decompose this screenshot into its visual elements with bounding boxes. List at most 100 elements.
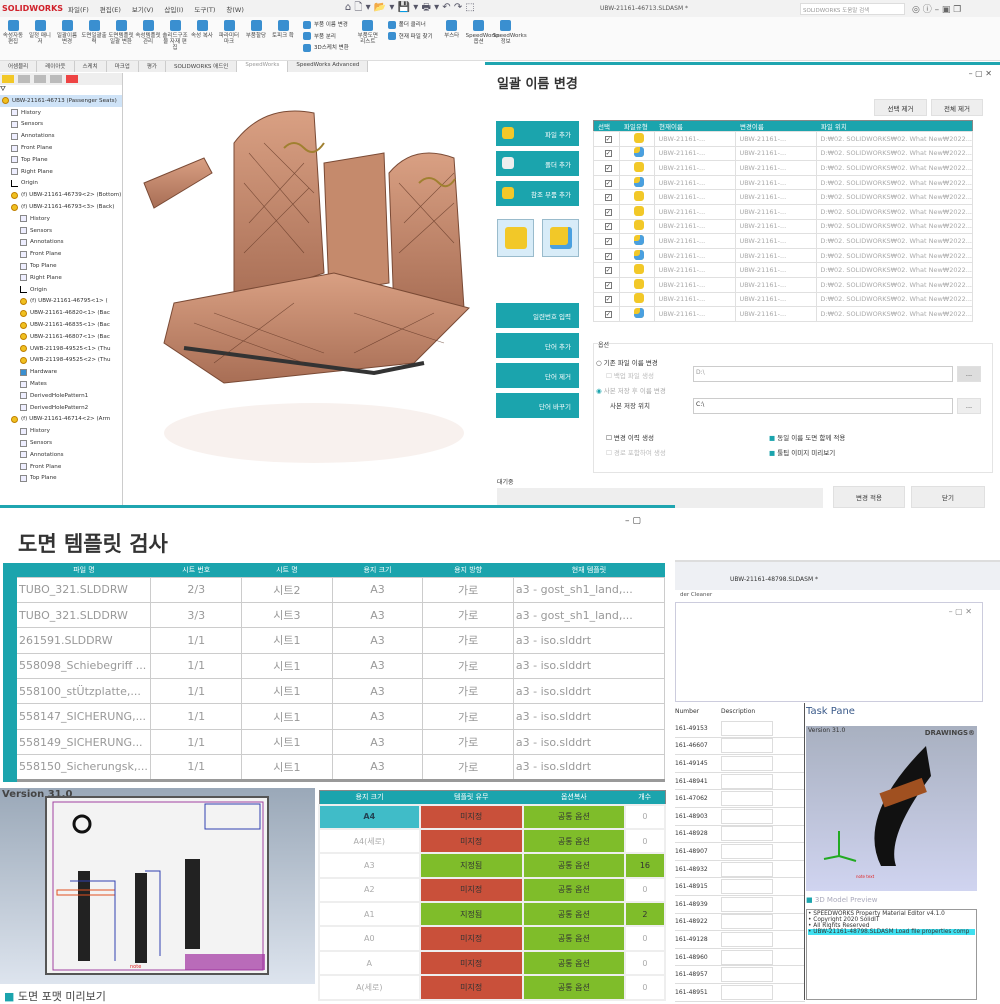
select-cell[interactable]: ✓ (592, 160, 621, 176)
template-status-cell[interactable]: 미지정 (418, 925, 524, 952)
template-status-cell[interactable]: 미지정 (418, 803, 524, 830)
menu-item[interactable]: 편집(E) (99, 5, 121, 14)
tab-6[interactable]: SpeedWorks (237, 61, 289, 72)
tree-item[interactable]: UBW-21161-46835<1> (Bac (0, 319, 122, 331)
new-name-cell[interactable]: UBW-21161-... (735, 131, 818, 147)
list-row[interactable]: 161-48928 (675, 826, 805, 844)
description-field[interactable] (721, 914, 773, 930)
template-status-cell[interactable]: 지정됨 (418, 901, 524, 928)
select-cell[interactable]: ✓ (592, 203, 621, 220)
history-checkbox[interactable]: ☐ 변경 이력 생성 (606, 434, 654, 442)
new-name-cell[interactable]: UBW-21161-... (735, 160, 818, 176)
option-copy-cell[interactable]: 공통 옵션 (521, 949, 626, 977)
new-name-cell[interactable]: UBW-21161-... (735, 247, 818, 264)
ribbon-button[interactable]: 속성자동 편집 (0, 20, 26, 45)
same-drawing-checkbox[interactable]: ■ 동일 이름 도면 함께 적용 (769, 434, 846, 442)
description-field[interactable] (721, 896, 773, 912)
table-row[interactable]: 558149_SICHERUNG... 1/1 시트1 A3 가로 a3 - iso.sl… (9, 728, 666, 756)
tree-item[interactable]: History (0, 107, 122, 119)
column-header[interactable]: 용지 방향 (422, 563, 514, 577)
ribbon-button[interactable]: SpeedWorks 정보 (493, 20, 527, 45)
remove-selected-button[interactable]: 선택 제거 (874, 99, 927, 116)
table-row[interactable]: A0 미지정 공통 옵션 0 (318, 925, 667, 952)
ribbon-button[interactable]: 도면일괄출력 (81, 20, 107, 45)
table-row[interactable]: 558150_Sicherungsk,... 1/1 시트1 A3 가로 a3 - iso… (9, 754, 666, 781)
close-button[interactable]: 닫기 (911, 486, 985, 508)
select-cell[interactable]: ✓ (592, 131, 621, 147)
tree-tab-icons[interactable] (0, 73, 122, 85)
ribbon-button[interactable]: 부품 분리 (303, 32, 349, 41)
tree-item[interactable]: Top Plane (0, 473, 122, 485)
list-row[interactable]: 161-48907 (675, 843, 805, 861)
description-field[interactable] (721, 755, 773, 771)
table-row[interactable]: 558098_Schiebegriff ... 1/1 시트1 A3 가로 a3 - is… (9, 652, 666, 680)
menu-item[interactable]: 삽입(I) (164, 5, 184, 14)
list-row[interactable]: 161-48951 (675, 984, 805, 1002)
column-header[interactable]: 현재이름 (654, 120, 736, 132)
tree-item[interactable]: UBW-21161-46713 (Passenger Seats) (0, 95, 122, 107)
new-name-cell[interactable]: UBW-21161-... (735, 291, 818, 308)
part-filter-toggle[interactable] (497, 219, 534, 257)
ribbon-button[interactable]: 일괄이름 변경 (54, 20, 80, 45)
select-cell[interactable]: ✓ (592, 262, 621, 278)
list-row[interactable]: 161-48941 (675, 773, 805, 791)
tree-item[interactable]: Top Plane (0, 154, 122, 166)
list-row[interactable]: 161-48957 (675, 966, 805, 984)
description-field[interactable] (721, 879, 773, 895)
new-name-cell[interactable]: UBW-21161-... (735, 262, 818, 278)
column-header[interactable]: 시트 번호 (150, 563, 242, 577)
select-cell[interactable]: ✓ (592, 174, 621, 191)
tree-item[interactable]: Front Plane (0, 461, 122, 473)
column-header[interactable]: 파일유형 (619, 120, 655, 132)
table-row[interactable]: A4(세로) 미지정 공통 옵션 0 (318, 827, 667, 855)
description-field[interactable] (721, 808, 773, 824)
list-row[interactable]: 161-47062 (675, 790, 805, 808)
new-name-cell[interactable]: UBW-21161-... (735, 189, 818, 205)
table-row[interactable]: A2 미지정 공통 옵션 0 (318, 876, 667, 904)
tree-item[interactable]: History (0, 213, 122, 225)
tree-item[interactable]: History (0, 425, 122, 437)
ribbon-button[interactable]: 솔리드구조물 자재 편집 (162, 20, 188, 51)
description-field[interactable] (721, 720, 773, 736)
template-status-cell[interactable]: 미지정 (418, 949, 524, 977)
new-name-cell[interactable]: UBW-21161-... (735, 276, 818, 293)
row-checkbox[interactable]: ✓ (604, 194, 612, 202)
word-button[interactable]: 단어 제거 (496, 363, 579, 388)
list-row[interactable]: 161-49128 (675, 931, 805, 949)
ribbon-button[interactable]: 현재 파일 찾기 (388, 32, 433, 41)
tree-item[interactable]: (f) UBW-21161-46793<3> (Back) (0, 201, 122, 213)
option-copy-cell[interactable]: 공통 옵션 (521, 876, 626, 904)
table-row[interactable]: ✓ UBW-21161-... UBW-21161-... D:₩02. SOLIDW… (592, 291, 973, 308)
window-controls[interactable]: – ▢ ✕ (948, 607, 972, 616)
tree-item[interactable]: Mates (0, 378, 122, 390)
ribbon-button[interactable]: 부품 이름 변경 (303, 20, 349, 29)
description-field[interactable] (721, 843, 773, 859)
list-row[interactable]: 161-49153 (675, 720, 805, 738)
ribbon-button[interactable]: 부스타 (439, 20, 465, 39)
select-cell[interactable]: ✓ (592, 218, 621, 235)
row-checkbox[interactable]: ✓ (604, 223, 612, 231)
backup-path-input[interactable]: D:\ (693, 366, 953, 382)
new-name-cell[interactable]: UBW-21161-... (735, 306, 818, 322)
include-path-checkbox[interactable]: ☐ 경로 포함하여 생성 (606, 449, 666, 457)
list-row[interactable]: 161-46607 (675, 738, 805, 756)
tab-4[interactable]: 평가 (139, 61, 166, 72)
quick-access-icons[interactable]: ⌂ 🗋 ▾ 📂 ▾ 💾 ▾ 🖶 ▾ ↶ ↷ ⬚ (344, 2, 475, 13)
option-copy-cell[interactable]: 공통 옵션 (521, 925, 626, 952)
tree-item[interactable]: Origin (0, 178, 122, 190)
window-controls[interactable]: ◎ ⓘ – ▣ ❐ (912, 5, 962, 15)
remove-all-button[interactable]: 전체 제거 (931, 99, 983, 116)
table-row[interactable]: 261591.SLDDRW 1/1 시트1 A3 가로 a3 - iso.slddrt (9, 627, 666, 654)
add-reference-parts-button[interactable]: 참조 부품 추가 (496, 181, 579, 206)
table-row[interactable]: ✓ UBW-21161-... UBW-21161-... D:₩02. SOLIDW… (592, 203, 973, 220)
row-checkbox[interactable]: ✓ (604, 252, 612, 260)
table-row[interactable]: A 미지정 공통 옵션 0 (318, 949, 667, 977)
copy-rename-radio[interactable]: ◉ 사본 저장 후 이름 변경 (596, 387, 666, 395)
option-copy-cell[interactable]: 공통 옵션 (521, 901, 626, 928)
add-folder-button[interactable]: 폴더 추가 (496, 151, 579, 176)
new-name-cell[interactable]: UBW-21161-... (735, 233, 818, 249)
graphics-viewport[interactable] (124, 73, 485, 510)
row-checkbox[interactable]: ✓ (604, 150, 612, 158)
row-checkbox[interactable]: ✓ (604, 135, 612, 143)
tree-item[interactable]: Front Plane (0, 248, 122, 260)
